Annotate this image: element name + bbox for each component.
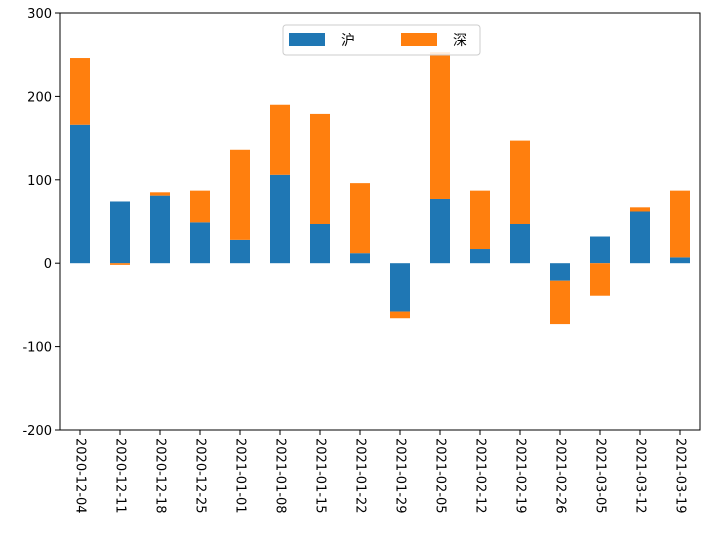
bar-2021-02-12-series-1 [470,190,490,250]
bar-2021-03-12-series-1 [630,207,650,212]
bar-2021-02-05-series-1 [430,52,450,199]
bar-2021-01-15-series-0 [310,224,330,264]
x-tick-label: 2021-01-08 [273,438,288,514]
x-tick-label: 2020-12-04 [73,438,88,514]
bar-2021-03-12-series-0 [630,211,650,264]
bar-2020-12-04-series-1 [70,58,90,125]
x-tick-label: 2021-03-05 [593,438,608,514]
plot-frame [59,12,701,431]
bars-layer [70,52,690,325]
bar-2021-01-15-series-1 [310,113,330,225]
legend-swatch-shen [401,33,437,46]
legend-label-hu: 沪 [341,33,355,49]
y-axis: -200 -100 0 100 200 300 [22,7,60,439]
x-tick-label: 2020-12-25 [193,438,208,514]
x-tick-label: 2021-01-22 [353,438,368,514]
bar-2020-12-25-series-1 [190,190,210,223]
bar-2021-03-05-series-0 [590,236,610,264]
x-tick-label: 2020-12-18 [153,438,168,514]
y-tick-label: 200 [27,90,52,105]
x-tick-label: 2021-03-12 [633,438,648,514]
bar-2021-01-22-series-1 [350,183,370,254]
bar-2020-12-04-series-0 [70,124,90,264]
x-tick-label: 2021-01-01 [233,438,248,514]
bar-2021-02-19-series-0 [510,224,530,264]
y-tick-label: -200 [22,424,52,439]
bar-2021-03-19-series-1 [670,190,690,258]
legend: 沪 深 [282,24,481,56]
bar-2021-01-01-series-1 [230,149,250,240]
bar-2020-12-25-series-0 [190,222,210,264]
bar-2021-02-05-series-0 [430,198,450,264]
legend-box [282,24,481,56]
x-tick-label: 2021-02-12 [473,438,488,514]
x-tick-label: 2021-03-19 [673,438,688,514]
bar-2021-01-08-series-0 [270,174,290,264]
x-tick-label: 2021-02-19 [513,438,528,514]
y-tick-label: 100 [27,174,52,189]
y-tick-label: 0 [44,257,52,272]
bar-2021-01-01-series-0 [230,239,250,264]
bar-2021-01-29-series-1 [390,311,410,319]
x-tick-label: 2021-02-05 [433,438,448,514]
bar-2021-01-08-series-1 [270,104,290,175]
bar-2021-02-19-series-1 [510,140,530,225]
x-tick-label: 2021-01-15 [313,438,328,514]
bar-2020-12-11-series-1 [110,263,130,265]
bar-2020-12-18-series-0 [150,195,170,264]
x-tick-label: 2020-12-11 [113,438,128,514]
legend-swatch-hu [289,33,325,46]
x-tick-label: 2021-02-26 [553,438,568,514]
bar-2021-02-26-series-0 [550,263,570,281]
x-axis: 2020-12-04 2020-12-11 2020-12-18 2020-12-25… [73,430,688,514]
bar-2021-02-12-series-0 [470,249,490,264]
x-tick-label: 2021-01-29 [393,438,408,514]
legend-label-shen: 深 [453,33,467,49]
y-tick-label: 300 [27,7,52,22]
bar-2021-01-22-series-0 [350,253,370,264]
bar-2021-02-26-series-1 [550,280,570,325]
y-tick-label: -100 [22,341,52,356]
bar-2020-12-11-series-0 [110,201,130,264]
bar-2020-12-18-series-1 [150,192,170,196]
bar-2021-03-05-series-1 [590,263,610,296]
bar-2021-03-19-series-0 [670,257,690,264]
bar-2021-01-29-series-0 [390,263,410,312]
